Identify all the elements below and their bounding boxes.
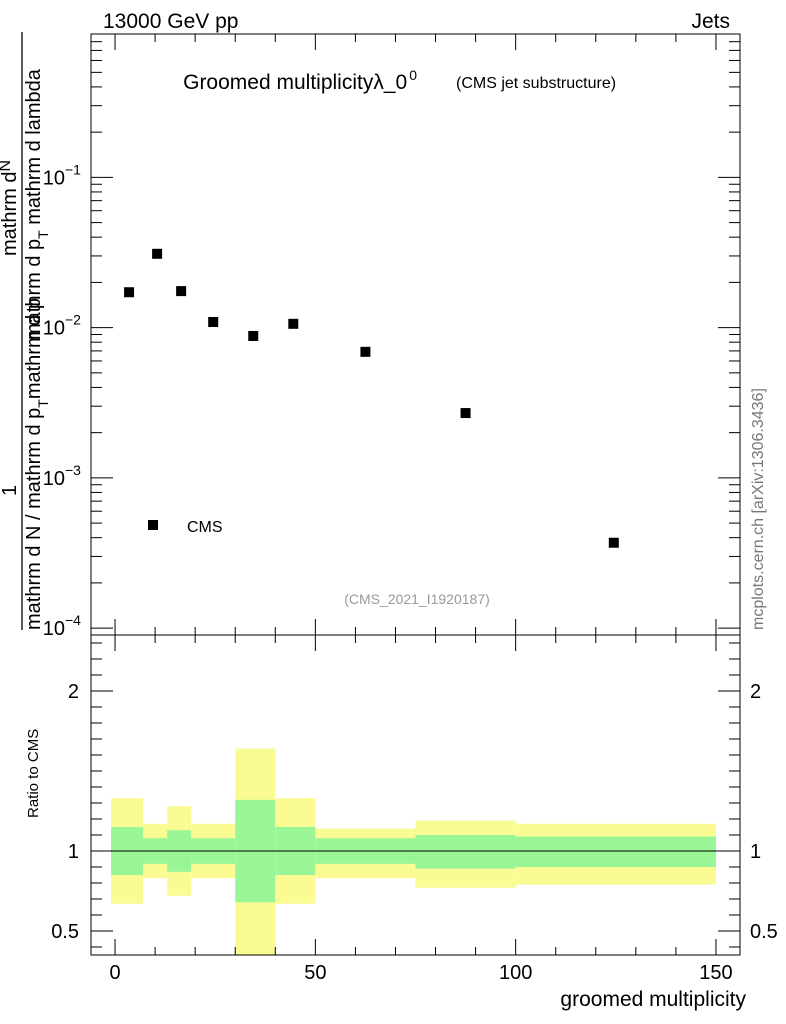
main-y-tick-label: 10 [43, 468, 65, 490]
y-label-numerator-top: mathrm dN [0, 160, 21, 256]
main-plot-frame [90, 33, 741, 636]
header-process-label: Jets [691, 10, 730, 33]
main-y-tick-exponent: −3 [65, 462, 81, 478]
ratio-x-tick-labels: 0 50 100 150 [109, 962, 732, 984]
ratio-inner-band [515, 836, 716, 867]
x-tick-label: 50 [304, 962, 326, 984]
cms-data-point [124, 287, 135, 298]
y-label-numerator-lambda: mathrm d lambda [23, 68, 45, 230]
cms-data-point [152, 248, 163, 259]
ratio-y-tick-label-left: 0.5 [51, 921, 79, 943]
ratio-axis-ticks [91, 635, 740, 955]
y-label-numerator-d: mathrm d [0, 172, 21, 256]
ratio-y-axis-label: Ratio to CMS [25, 729, 42, 818]
main-y-tick-exponent: −1 [65, 161, 81, 177]
watermark-label: mcplots.cern.ch [arXiv:1306.3436] [750, 388, 767, 630]
cms-data-points [124, 248, 619, 548]
analysis-id-label: (CMS_2021_I1920187) [344, 591, 490, 607]
header-energy-label: 13000 GeV pp [103, 10, 238, 33]
cms-data-point [176, 286, 187, 297]
main-y-tick-exponent: −2 [65, 312, 81, 328]
main-y-axis-label: ‌ mathrm dN mathrm d pT mathrm d lambda … [0, 32, 51, 630]
ratio-y-tick-label-left: 1 [68, 841, 79, 863]
main-y-tick-label: 10 [43, 167, 65, 189]
ratio-uncertainty-bands [111, 748, 716, 955]
title-superscript: 0 [409, 67, 417, 83]
x-axis-label: groomed multiplicity [560, 988, 746, 1011]
ratio-inner-band [415, 835, 516, 869]
main-axis-ticks [91, 33, 740, 636]
ratio-y-tick-label-left: 2 [68, 681, 79, 703]
cms-data-point [208, 317, 219, 328]
main-y-tick-label: 10 [43, 618, 65, 640]
y-label-denominator-main: mathrm d N / mathrm d pTmathrm d p [23, 298, 51, 630]
cms-data-point [608, 537, 619, 548]
y-label-numerator-bottom: mathrm d pT mathrm d lambda [23, 68, 51, 340]
main-plot-title: Groomed multiplicityλ_0 0 [183, 67, 417, 94]
cms-data-point [248, 330, 259, 341]
x-tick-label: 150 [699, 962, 732, 984]
x-tick-label: 100 [499, 962, 532, 984]
ratio-y-tick-labels: 0.5 0.5 1 1 2 2 [51, 681, 778, 943]
y-label-numerator-t: T [35, 230, 51, 239]
y-label-den-text: mathrm d N / mathrm d p [23, 408, 45, 630]
ratio-y-tick-label-right: 1 [750, 841, 761, 863]
title-main-text: Groomed multiplicityλ_0 [183, 71, 407, 94]
cms-data-point [460, 408, 471, 419]
y-label-numerator-dp: mathrm d p [23, 239, 45, 340]
cms-data-point [288, 318, 299, 329]
legend-marker-cms [148, 520, 158, 530]
ratio-y-tick-label-right: 2 [750, 681, 761, 703]
x-tick-label: 0 [109, 962, 120, 984]
main-y-tick-labels: 10−110−210−310−4 [43, 161, 81, 640]
legend-label-cms: CMS [187, 519, 223, 536]
main-y-tick-label: 10 [43, 318, 65, 340]
ratio-y-tick-label-right: 0.5 [750, 921, 778, 943]
main-y-tick-exponent: −4 [65, 612, 81, 628]
ratio-plot-frame [90, 634, 741, 956]
main-plot-subtitle: (CMS jet substructure) [456, 75, 616, 92]
y-label-numerator-n: N [0, 160, 14, 172]
cms-data-point [360, 346, 371, 357]
y-label-den-t: T [35, 399, 51, 408]
y-label-den-end: mathrm d p [23, 298, 45, 399]
y-label-denominator-one: 1 [0, 485, 21, 496]
